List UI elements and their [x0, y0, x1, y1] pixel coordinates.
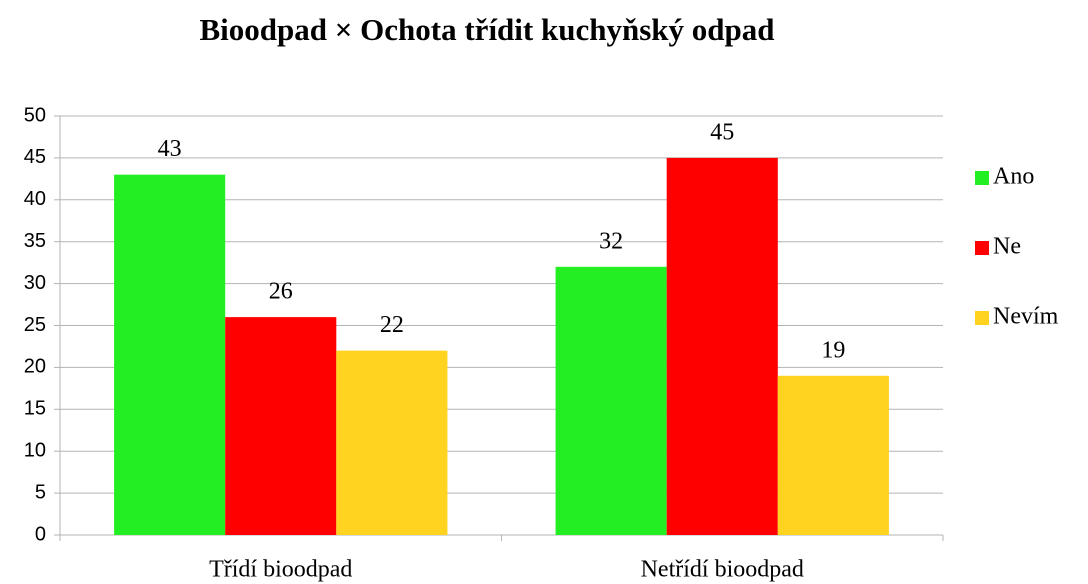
bar	[555, 266, 667, 535]
bar	[777, 375, 889, 535]
bar	[225, 317, 337, 535]
y-tick-label: 20	[24, 356, 46, 378]
y-tick-label: 25	[24, 314, 46, 336]
x-tick-label: Třídí bioodpad	[209, 557, 352, 583]
y-tick-label: 10	[24, 439, 46, 461]
legend-label: Ano	[993, 164, 1034, 190]
bar	[336, 350, 448, 535]
value-label: 26	[269, 279, 293, 305]
legend-swatch	[975, 241, 989, 255]
value-label: 19	[821, 337, 845, 363]
x-tick-label: Netřídí bioodpad	[641, 557, 804, 583]
bar	[114, 174, 226, 535]
y-tick-label: 45	[24, 146, 46, 168]
bar	[666, 157, 778, 535]
value-label: 32	[599, 228, 623, 254]
legend-swatch	[975, 311, 989, 325]
legend-label: Nevím	[993, 304, 1059, 330]
chart-title: Bioodpad × Ochota třídit kuchyňský odpad	[200, 12, 775, 47]
legend-swatch	[975, 171, 989, 185]
value-label: 45	[710, 119, 734, 145]
y-tick-label: 0	[35, 523, 46, 545]
y-tick-label: 15	[24, 398, 46, 420]
value-label: 43	[158, 136, 182, 162]
y-tick-label: 50	[24, 104, 46, 126]
legend-label: Ne	[993, 234, 1021, 260]
y-tick-label: 5	[35, 481, 46, 503]
y-tick-label: 40	[24, 188, 46, 210]
value-label: 22	[380, 312, 404, 338]
y-tick-label: 30	[24, 272, 46, 294]
y-tick-label: 35	[24, 230, 46, 252]
